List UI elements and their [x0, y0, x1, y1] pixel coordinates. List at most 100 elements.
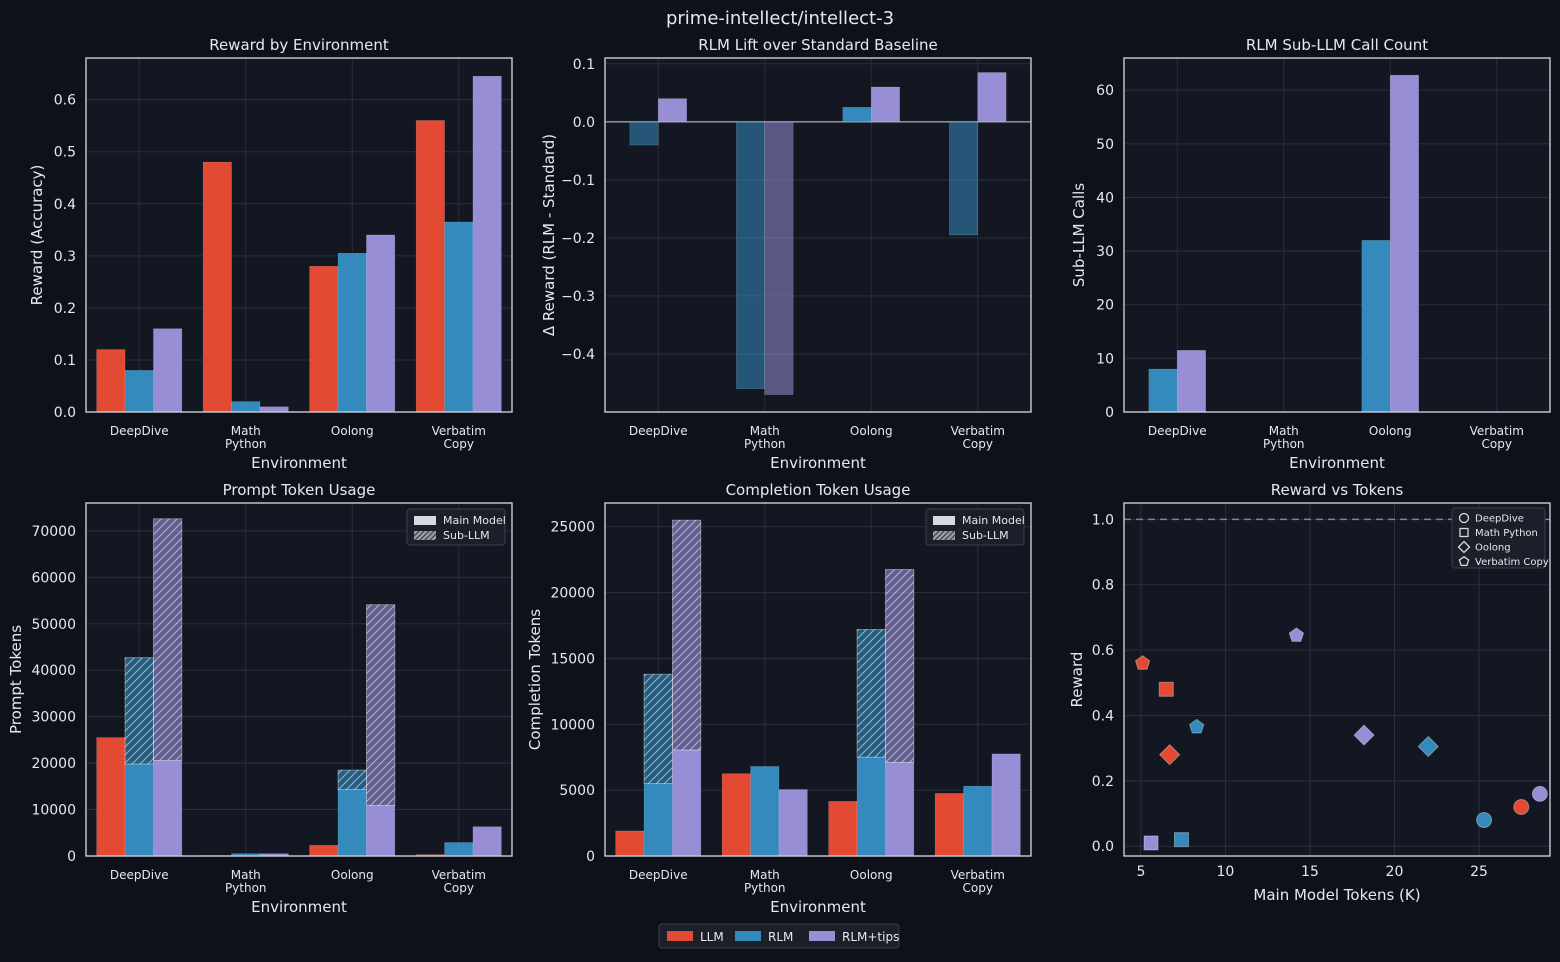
bar-llm-3 — [416, 120, 444, 412]
bar-main-rlm_tips-2 — [885, 762, 913, 856]
y-axis-label: Prompt Tokens — [7, 625, 25, 734]
bar-main-llm-0 — [616, 831, 644, 856]
panel-prompt: 010000200003000040000500006000070000Deep… — [7, 481, 512, 916]
bar-sub-hatch-rlm-0 — [125, 658, 153, 764]
y-tick-label: 0.1 — [54, 353, 76, 369]
y-tick-label: 10 — [1096, 351, 1114, 367]
y-tick-label: 20000 — [31, 756, 76, 772]
bar-main-llm-2 — [310, 845, 338, 856]
legend-swatch-main — [933, 516, 955, 525]
bar-main-llm-0 — [97, 738, 125, 856]
point-square-rlm — [1174, 833, 1188, 847]
bar-rlm-2 — [843, 107, 871, 122]
bar-sub-hatch-rlm-2 — [338, 770, 366, 790]
chart-title: Reward vs Tokens — [1271, 481, 1404, 499]
bar-sub-hatch-rlm_tips-2 — [885, 570, 913, 763]
bar-rlm-0 — [630, 122, 658, 145]
x-axis-label: Environment — [1289, 454, 1385, 472]
figure-title: prime-intellect/intellect-3 — [666, 8, 894, 29]
y-tick-label: 1.0 — [1092, 512, 1114, 528]
legend-swatch-sub-hatch — [414, 531, 436, 540]
legend-swatch-main — [414, 516, 436, 525]
bar-rlm-1 — [736, 122, 764, 389]
y-tick-label: 20 — [1096, 298, 1114, 314]
bar-rlm-3 — [445, 222, 473, 412]
chart-title: Completion Token Usage — [726, 481, 911, 499]
x-tick-label: Python — [225, 437, 267, 451]
y-tick-label: 0.5 — [54, 145, 76, 161]
y-axis-label: Δ Reward (RLM - Standard) — [540, 134, 558, 336]
x-tick-label: DeepDive — [110, 424, 169, 438]
chart-title: Reward by Environment — [209, 36, 389, 54]
y-tick-label: 0.4 — [1092, 708, 1114, 724]
bar-rlm-2 — [1362, 240, 1390, 412]
x-tick-label: Python — [744, 437, 786, 451]
bar-llm-0 — [97, 350, 125, 412]
y-tick-label: 0.6 — [1092, 643, 1114, 659]
x-axis-label: Main Model Tokens (K) — [1253, 886, 1420, 904]
y-tick-label: 30 — [1096, 244, 1114, 260]
y-tick-label: 0.0 — [54, 405, 76, 421]
x-axis-label: Environment — [770, 898, 866, 916]
bar-sub-hatch-rlm_tips-0 — [153, 519, 181, 761]
y-tick-label: 0.8 — [1092, 578, 1114, 594]
point-square-rlm_tips — [1144, 836, 1158, 850]
legend-swatch-sub-hatch — [933, 531, 955, 540]
legend-swatch-rlm_tips — [809, 931, 835, 941]
bar-rlm-2 — [338, 253, 366, 412]
x-tick-label: 10 — [1217, 864, 1235, 880]
y-tick-label: −0.4 — [561, 347, 595, 363]
y-tick-label: 60000 — [31, 570, 76, 586]
x-tick-label: Verbatim — [951, 868, 1005, 882]
bar-main-rlm-2 — [338, 790, 366, 856]
legend-label: Sub-LLM — [962, 529, 1009, 542]
x-tick-label: Math — [750, 868, 780, 882]
bar-rlm_tips-0 — [658, 99, 686, 122]
y-tick-label: 60 — [1096, 83, 1114, 99]
x-tick-label: Oolong — [1369, 424, 1412, 438]
x-tick-label: Copy — [444, 881, 474, 895]
y-axis-label: Completion Tokens — [526, 609, 544, 750]
y-tick-label: 50000 — [31, 617, 76, 633]
bar-rlm_tips-1 — [260, 407, 288, 412]
chart-title: Prompt Token Usage — [223, 481, 376, 499]
bar-rlm-0 — [1149, 369, 1177, 412]
y-tick-label: 0 — [67, 849, 76, 865]
legend-label: Sub-LLM — [443, 529, 490, 542]
y-tick-label: 0.1 — [573, 57, 595, 73]
legend-label: Math Python — [1475, 528, 1538, 539]
legend-label: Main Model — [962, 514, 1025, 527]
x-axis-label: Environment — [251, 454, 347, 472]
y-tick-label: 0.6 — [54, 93, 76, 109]
x-tick-label: DeepDive — [629, 424, 688, 438]
y-tick-label: 50 — [1096, 137, 1114, 153]
y-axis-label: Sub-LLM Calls — [1070, 183, 1088, 287]
x-tick-label: DeepDive — [629, 868, 688, 882]
x-tick-label: 15 — [1301, 864, 1319, 880]
bar-main-rlm-0 — [644, 784, 672, 856]
bar-llm-1 — [203, 162, 231, 412]
y-tick-label: 10000 — [31, 803, 76, 819]
x-tick-label: Math — [231, 868, 261, 882]
x-tick-label: Copy — [963, 881, 993, 895]
y-tick-label: 25000 — [550, 520, 595, 536]
y-tick-label: 15000 — [550, 651, 595, 667]
y-tick-label: 0.3 — [54, 249, 76, 265]
y-tick-label: 70000 — [31, 524, 76, 540]
bar-main-llm-2 — [829, 801, 857, 856]
y-tick-label: −0.1 — [561, 173, 595, 189]
y-tick-label: 0.4 — [54, 197, 76, 213]
point-circle-llm — [1514, 799, 1529, 814]
x-tick-label: Python — [1263, 437, 1305, 451]
bar-main-rlm_tips-3 — [473, 827, 501, 856]
y-tick-label: 0.2 — [54, 301, 76, 317]
y-tick-label: 0.0 — [1092, 839, 1114, 855]
y-tick-label: 0.2 — [1092, 774, 1114, 790]
y-tick-label: 0.0 — [573, 115, 595, 131]
legend-swatch-llm — [667, 931, 693, 941]
bar-rlm_tips-2 — [1390, 75, 1418, 412]
y-tick-label: 40000 — [31, 663, 76, 679]
point-circle-rlm_tips — [1532, 786, 1547, 801]
